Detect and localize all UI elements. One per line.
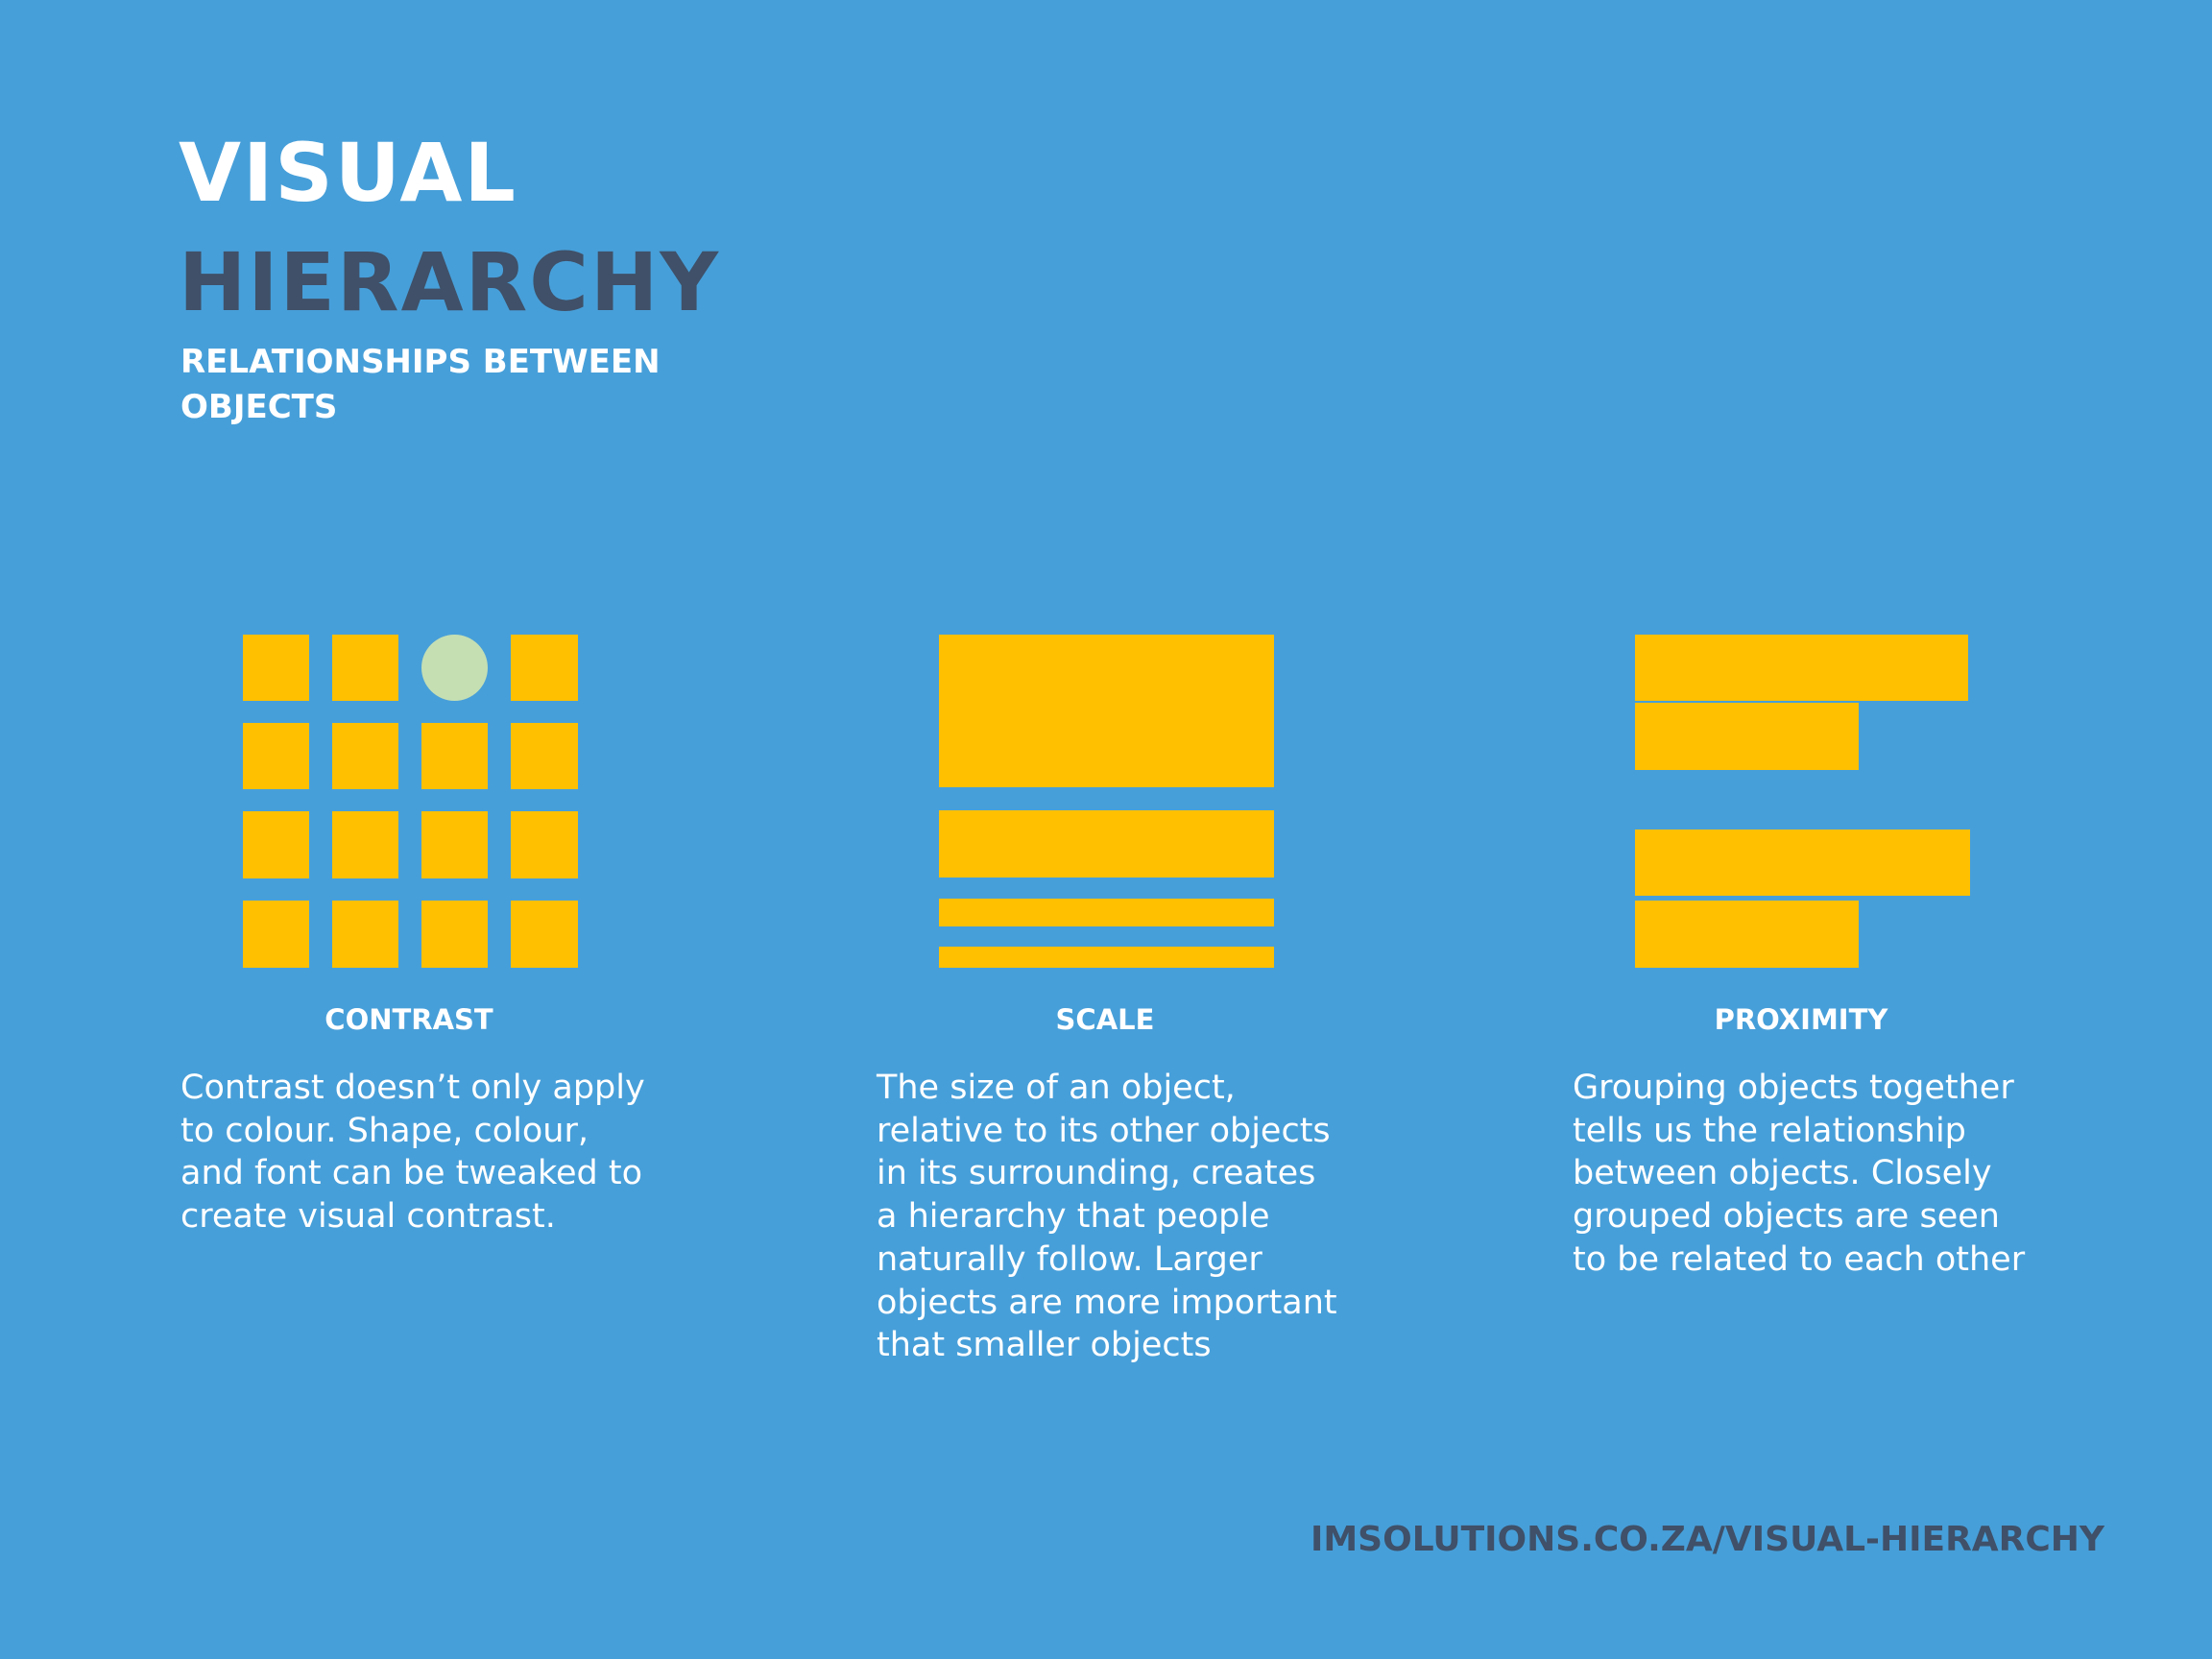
accent-circle-icon — [421, 635, 488, 701]
body-contrast: Contrast doesn’t only apply to colour. S… — [180, 1069, 645, 1237]
grid-square — [332, 901, 398, 968]
grid-square — [332, 635, 398, 701]
contrast-grid-icon — [243, 635, 578, 968]
proximity-bar — [1635, 901, 1859, 968]
body-proximity: Grouping objects together tells us the r… — [1573, 1069, 2026, 1279]
proximity-bar — [1635, 830, 1970, 896]
grid-square — [421, 811, 488, 878]
grid-square — [511, 723, 578, 789]
grid-square — [511, 635, 578, 701]
scale-block-medium — [939, 810, 1274, 878]
title-visual: VISUAL — [179, 126, 517, 220]
grid-square — [243, 901, 309, 968]
title-hierarchy: HIERARCHY — [179, 235, 721, 329]
heading-scale: SCALE — [1055, 1003, 1155, 1036]
grid-square — [332, 811, 398, 878]
scale-block-small — [939, 899, 1274, 926]
proximity-bar — [1635, 635, 1968, 701]
heading-proximity: PROXIMITY — [1714, 1003, 1888, 1036]
scale-block-large — [939, 635, 1274, 787]
grid-square — [243, 723, 309, 789]
footer-url: IMSOLUTIONS.CO.ZA/VISUAL-HIERARCHY — [1310, 1520, 2104, 1559]
body-scale: The size of an object, relative to its o… — [877, 1069, 1337, 1365]
grid-square — [243, 811, 309, 878]
proximity-bar — [1635, 703, 1859, 770]
subtitle: RELATIONSHIPS BETWEEN OBJECTS — [180, 343, 661, 426]
grid-square — [243, 635, 309, 701]
proximity-bars-icon — [1635, 635, 1971, 968]
grid-square — [421, 901, 488, 968]
grid-square — [421, 723, 488, 789]
grid-square — [511, 901, 578, 968]
grid-square — [511, 811, 578, 878]
grid-square — [332, 723, 398, 789]
scale-block-smallest — [939, 947, 1274, 968]
scale-bars-icon — [939, 635, 1274, 968]
heading-contrast: CONTRAST — [325, 1003, 493, 1036]
